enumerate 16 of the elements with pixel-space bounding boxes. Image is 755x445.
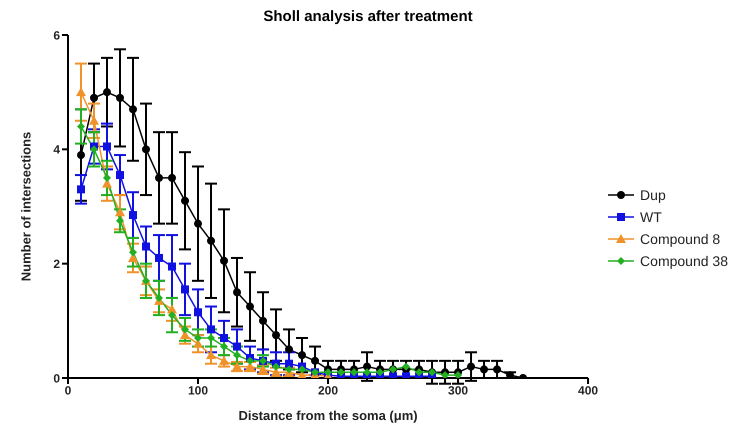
chart-title: Sholl analysis after treatment (262, 8, 474, 25)
x-tick-label: 400 (578, 384, 598, 398)
legend-label: Compound 8 (640, 230, 720, 246)
legend-label: WT (640, 208, 662, 224)
x-tick-label: 100 (188, 384, 208, 398)
y-tick-label: 4 (53, 142, 60, 157)
y-axis-title: Number of intersections (18, 132, 34, 282)
y-tick-label: 6 (53, 28, 60, 42)
x-tick-label: 0 (64, 384, 72, 398)
y-tick-label: 2 (53, 256, 60, 271)
x-tick-label: 200 (318, 384, 338, 398)
y-tick-label: 0 (53, 371, 60, 386)
legend-label: Dup (640, 186, 666, 202)
x-tick-label: 300 (448, 384, 468, 398)
x-axis-title: Distance from the soma (μm) (238, 408, 418, 423)
legend-label: Compound 38 (640, 252, 728, 268)
